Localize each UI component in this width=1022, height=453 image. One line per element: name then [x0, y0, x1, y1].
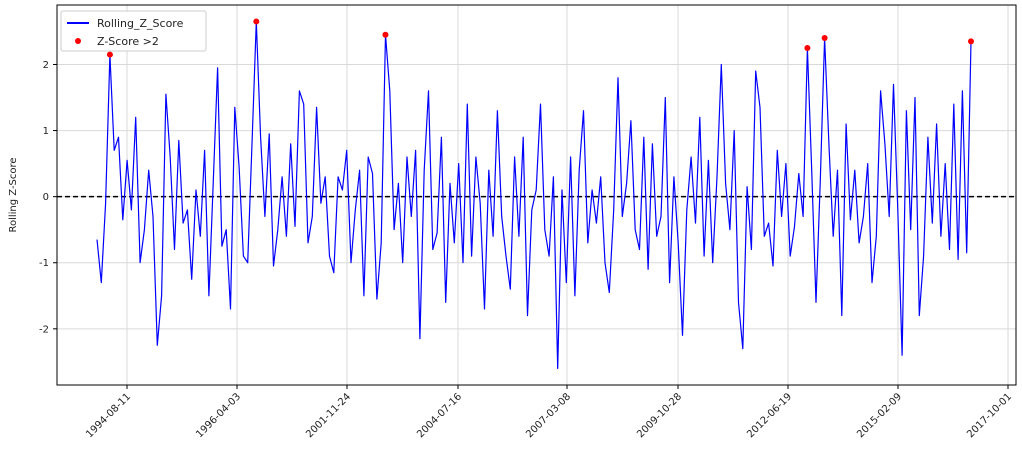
- y-axis-ticks: -2 -1 0 1 2: [39, 60, 57, 335]
- zscore-above-2-point: [821, 35, 828, 42]
- y-tick-label: 2: [43, 60, 49, 71]
- zscore-above-2-point: [382, 31, 389, 38]
- y-tick-label: 0: [43, 192, 49, 203]
- legend-label-z-score-threshold: Z-Score >2: [97, 35, 159, 48]
- legend-marker-swatch: [75, 38, 81, 44]
- zscore-above-2-point: [804, 44, 811, 51]
- plot-frame: [56, 4, 1017, 386]
- legend-box: [60, 10, 207, 52]
- legend: Rolling_Z_Score Z-Score >2: [60, 10, 207, 52]
- zscore-above-2-point: [106, 51, 113, 58]
- grid: [57, 5, 1016, 385]
- legend-label-rolling-z-score: Rolling_Z_Score: [97, 17, 184, 30]
- series-line-rolling-z-score: [96, 20, 972, 370]
- zscore-above-2-point: [253, 18, 260, 25]
- y-tick-label: -1: [39, 258, 49, 269]
- zscore-above-2-point: [968, 38, 974, 45]
- series-layer: [96, 20, 972, 370]
- marker-layer: [106, 18, 974, 58]
- y-tick-label: -2: [39, 324, 49, 335]
- y-axis-title: Rolling Z-Score: [8, 157, 19, 232]
- y-tick-label: 1: [43, 126, 49, 137]
